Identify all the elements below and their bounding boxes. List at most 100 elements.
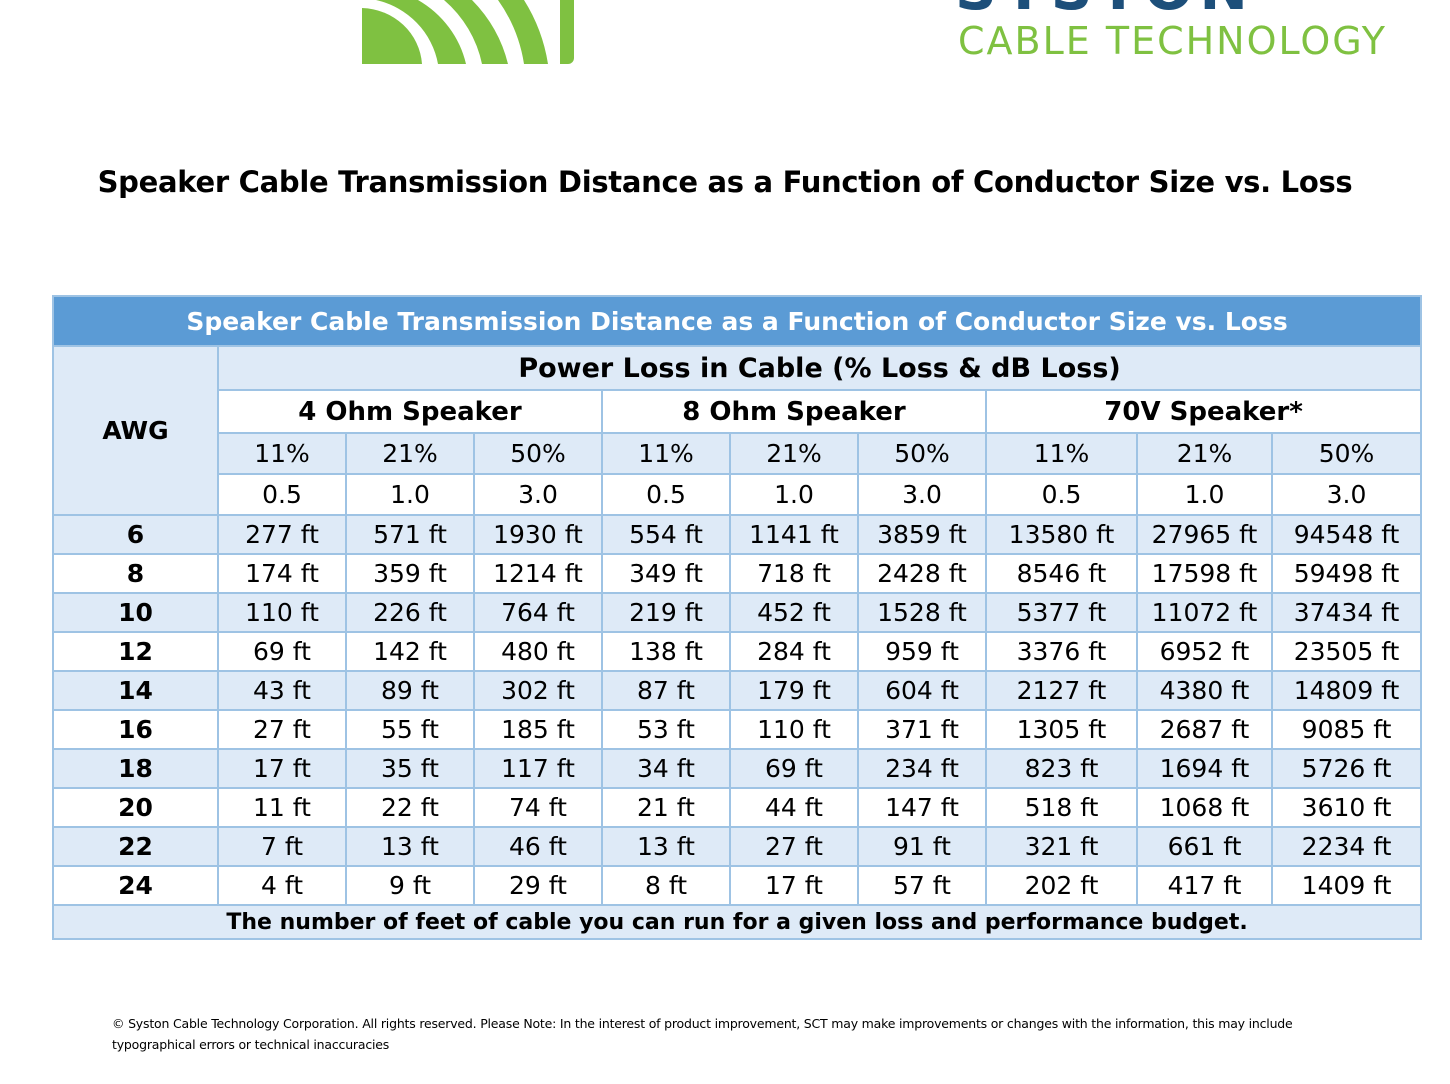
distance-cell: 37434 ft — [1270, 592, 1423, 633]
table-row: 8 174 ft 359 ft 1214 ft 349 ft 718 ft 2428 ft 8… — [52, 553, 1423, 594]
percent-loss-cell: 11% — [217, 432, 347, 475]
awg-cell: 6 — [52, 514, 219, 555]
distance-cell: 1930 ft — [473, 514, 603, 555]
awg-cell: 16 — [52, 709, 219, 750]
distance-cell: 3376 ft — [985, 631, 1138, 672]
db-loss-cell: 0.5 — [601, 473, 731, 516]
distance-cell: 185 ft — [473, 709, 603, 750]
logo-subtitle: CABLE TECHNOLOGY — [958, 19, 1388, 63]
distance-cell: 8546 ft — [985, 553, 1138, 594]
db-loss-cell: 1.0 — [729, 473, 859, 516]
awg-cell: 20 — [52, 787, 219, 828]
distance-cell: 34 ft — [601, 748, 731, 789]
awg-cell: 24 — [52, 865, 219, 906]
distance-cell: 226 ft — [345, 592, 475, 633]
percent-loss-cell: 21% — [1136, 432, 1273, 475]
distance-cell: 1141 ft — [729, 514, 859, 555]
db-loss-cell: 3.0 — [1270, 473, 1423, 516]
distance-cell: 480 ft — [473, 631, 603, 672]
awg-cell: 12 — [52, 631, 219, 672]
distance-cell: 13 ft — [601, 826, 731, 867]
awg-cell: 14 — [52, 670, 219, 711]
percent-loss-cell: 50% — [857, 432, 987, 475]
distance-cell: 5726 ft — [1270, 748, 1423, 789]
distance-cell: 27 ft — [729, 826, 859, 867]
distance-cell: 1409 ft — [1270, 865, 1423, 906]
distance-cell: 43 ft — [217, 670, 347, 711]
distance-cell: 59498 ft — [1270, 553, 1423, 594]
awg-cell: 8 — [52, 553, 219, 594]
table-row: 18 17 ft 35 ft 117 ft 34 ft 69 ft 234 ft 823 ft… — [52, 748, 1423, 789]
distance-cell: 764 ft — [473, 592, 603, 633]
percent-loss-row: 11% 21% 50% 11% 21% 50% 11% 21% 50% — [53, 432, 1423, 475]
awg-header: AWG — [52, 345, 219, 516]
table-row: 20 11 ft 22 ft 74 ft 21 ft 44 ft 147 ft 518 ft 1… — [52, 787, 1423, 828]
distance-cell: 17 ft — [729, 865, 859, 906]
distance-cell: 284 ft — [729, 631, 859, 672]
distance-cell: 69 ft — [217, 631, 347, 672]
table-row: 16 27 ft 55 ft 185 ft 53 ft 110 ft 371 ft 1305 … — [52, 709, 1423, 750]
distance-cell: 27965 ft — [1136, 514, 1273, 555]
distance-cell: 179 ft — [729, 670, 859, 711]
distance-cell: 57 ft — [857, 865, 987, 906]
distance-cell: 21 ft — [601, 787, 731, 828]
distance-cell: 89 ft — [345, 670, 475, 711]
distance-cell: 3610 ft — [1270, 787, 1423, 828]
speaker-header-70v: 70V Speaker* — [984, 389, 1423, 434]
distance-cell: 3859 ft — [857, 514, 987, 555]
percent-loss-cell: 11% — [985, 432, 1138, 475]
power-loss-header: Power Loss in Cable (% Loss & dB Loss) — [216, 345, 1423, 391]
distance-cell: 219 ft — [601, 592, 731, 633]
distance-cell: 2687 ft — [1136, 709, 1273, 750]
distance-cell: 9085 ft — [1270, 709, 1423, 750]
distance-cell: 142 ft — [345, 631, 475, 672]
table-row: 12 69 ft 142 ft 480 ft 138 ft 284 ft 959 ft 337… — [52, 631, 1423, 672]
distance-cell: 14809 ft — [1270, 670, 1423, 711]
distance-cell: 1528 ft — [857, 592, 987, 633]
table-banner: Speaker Cable Transmission Distance as a… — [51, 295, 1423, 347]
logo-brand-name: SYSTON — [955, 0, 1254, 12]
db-loss-cell: 1.0 — [1136, 473, 1273, 516]
distance-cell: 17 ft — [217, 748, 347, 789]
distance-cell: 74 ft — [473, 787, 603, 828]
distance-cell: 87 ft — [601, 670, 731, 711]
percent-loss-cell: 11% — [601, 432, 731, 475]
distance-cell: 6952 ft — [1136, 631, 1273, 672]
distance-cell: 117 ft — [473, 748, 603, 789]
table-row: 22 7 ft 13 ft 46 ft 13 ft 27 ft 91 ft 321 ft 661… — [52, 826, 1423, 867]
distance-cell: 518 ft — [985, 787, 1138, 828]
distance-cell: 661 ft — [1136, 826, 1273, 867]
distance-cell: 8 ft — [601, 865, 731, 906]
distance-cell: 91 ft — [857, 826, 987, 867]
logo-brand-clip: SYSTON — [955, 0, 1450, 12]
distance-cell: 23505 ft — [1270, 631, 1423, 672]
distance-cell: 35 ft — [345, 748, 475, 789]
table-footer-row: The number of feet of cable you can run … — [51, 904, 1423, 940]
percent-loss-cell: 50% — [473, 432, 603, 475]
distance-cell: 174 ft — [217, 553, 347, 594]
distance-cell: 371 ft — [857, 709, 987, 750]
distance-cell: 29 ft — [473, 865, 603, 906]
distance-cell: 22 ft — [345, 787, 475, 828]
distance-cell: 69 ft — [729, 748, 859, 789]
db-loss-cell: 0.5 — [985, 473, 1138, 516]
db-loss-row: 0.5 1.0 3.0 0.5 1.0 3.0 0.5 1.0 3.0 — [53, 473, 1423, 516]
percent-loss-cell: 21% — [345, 432, 475, 475]
distance-cell: 604 ft — [857, 670, 987, 711]
percent-loss-cell: 50% — [1270, 432, 1423, 475]
db-loss-cell: 3.0 — [473, 473, 603, 516]
power-loss-row: AWG Power Loss in Cable (% Loss & dB Los… — [52, 345, 1423, 516]
db-loss-cell: 1.0 — [345, 473, 475, 516]
cable-distance-table: Speaker Cable Transmission Distance as a… — [51, 295, 1423, 940]
distance-cell: 959 ft — [857, 631, 987, 672]
distance-cell: 94548 ft — [1270, 514, 1423, 555]
distance-cell: 302 ft — [473, 670, 603, 711]
distance-cell: 452 ft — [729, 592, 859, 633]
distance-cell: 202 ft — [985, 865, 1138, 906]
db-loss-cell: 3.0 — [857, 473, 987, 516]
company-logo: SYSTON CABLE TECHNOLOGY — [360, 0, 1385, 72]
awg-cell: 22 — [52, 826, 219, 867]
distance-cell: 2234 ft — [1270, 826, 1423, 867]
distance-cell: 2127 ft — [985, 670, 1138, 711]
distance-cell: 277 ft — [217, 514, 347, 555]
